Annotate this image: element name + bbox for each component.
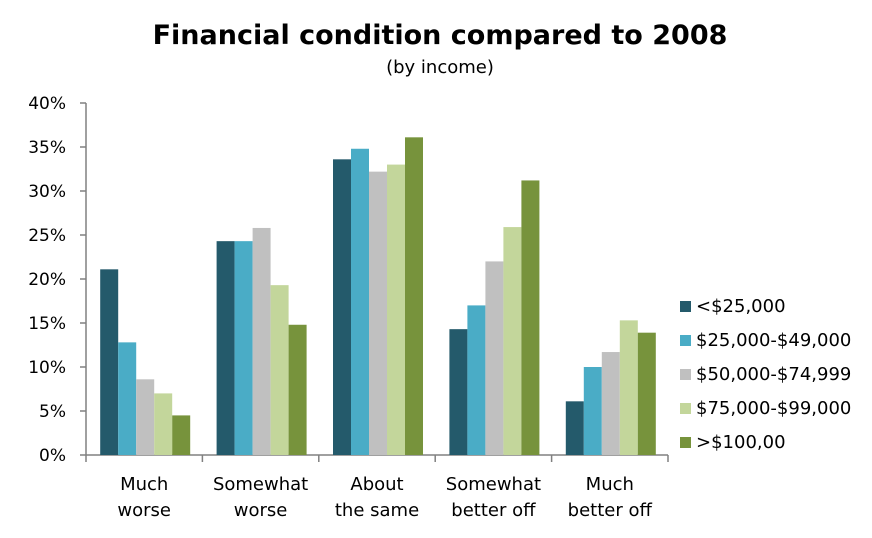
legend-label: <$25,000 [696, 296, 786, 317]
y-tick-label: 25% [28, 226, 66, 246]
bar [252, 227, 271, 455]
bar [270, 285, 289, 455]
bar [100, 269, 119, 455]
bar [333, 159, 351, 455]
bar [387, 164, 405, 455]
legend-swatch [680, 369, 691, 380]
legend-label: $50,000-$74,999 [696, 364, 851, 385]
x-category-label-line: worse [234, 500, 288, 521]
chart-title: Financial condition compared to 2008 [153, 20, 728, 51]
x-category-label: Somewhat better off [446, 474, 541, 521]
bar [565, 401, 584, 455]
bar [216, 241, 235, 455]
x-category-label-line: Somewhat [446, 474, 541, 495]
bar [449, 329, 468, 455]
bar [369, 171, 387, 455]
x-category-label-line: better off [451, 500, 536, 521]
x-category-label-line: worse [117, 500, 171, 521]
bar [136, 379, 155, 455]
x-category-label-line: About [350, 474, 403, 495]
y-tick-label: 30% [28, 182, 66, 202]
legend-label: $25,000-$49,000 [696, 330, 851, 351]
x-category-label-line: the same [335, 500, 419, 521]
legend-swatch [680, 403, 691, 414]
y-tick-label: 15% [28, 314, 66, 334]
bars [100, 137, 656, 455]
bar [234, 241, 253, 455]
bar [619, 320, 638, 455]
y-axis-ticks: 0% 5% 10% 15% 20% 25% 30% 35% 40% [28, 94, 86, 466]
x-category-label: Much worse [117, 474, 171, 521]
chart-subtitle: (by income) [386, 57, 494, 78]
y-tick-label: 20% [28, 270, 66, 290]
bar [405, 137, 423, 455]
bar [601, 352, 620, 455]
bar [154, 393, 173, 455]
bar [467, 305, 486, 455]
y-tick-label: 35% [28, 138, 66, 158]
x-category-label-line: better off [568, 500, 653, 521]
x-category-label-line: Much [586, 474, 634, 495]
legend-swatch [680, 301, 691, 312]
legend-label: $75,000-$99,000 [696, 398, 851, 419]
bar [288, 324, 307, 455]
bar [172, 415, 191, 455]
bar [351, 148, 369, 455]
legend-swatch [680, 437, 691, 448]
x-category-label: About the same [335, 474, 419, 521]
x-category-label-line: Somewhat [213, 474, 308, 495]
y-tick-label: 40% [28, 94, 66, 114]
legend: <$25,000 $25,000-$49,000 $50,000-$74,999 $7… [680, 296, 851, 453]
bar [485, 261, 504, 455]
legend-label: >$100,00 [696, 432, 786, 453]
x-category-label: Somewhat worse [213, 474, 308, 521]
bar [521, 180, 540, 455]
x-category-label: Much better off [568, 474, 653, 521]
bar [583, 367, 602, 455]
x-category-label-line: Much [120, 474, 168, 495]
bar [118, 342, 137, 455]
x-axis-labels: Much worse Somewhat worse About the same Somew… [85, 455, 669, 521]
bar [503, 227, 522, 455]
y-tick-label: 0% [39, 446, 66, 466]
bar [637, 332, 656, 455]
y-tick-label: 10% [28, 358, 66, 378]
y-tick-label: 5% [39, 402, 66, 422]
legend-swatch [680, 335, 691, 346]
